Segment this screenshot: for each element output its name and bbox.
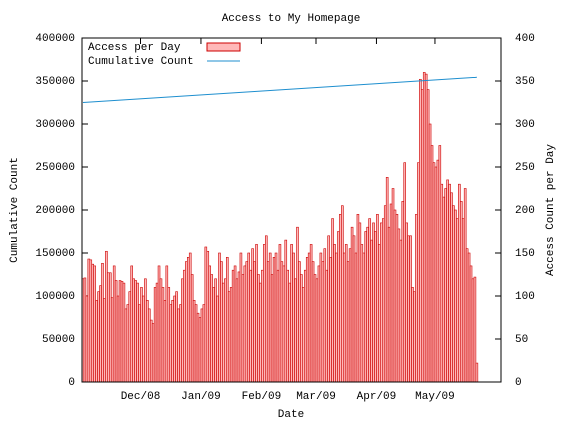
legend-swatch [206,42,241,52]
y-tick-label: 400000 [35,33,75,45]
y2-tick-label: 50 [515,334,528,346]
y-axis-label: Cumulative Count [9,157,21,263]
y-tick-label: 250000 [35,162,75,174]
legend-label: Access per Day [88,42,181,54]
y-tick-label: 150000 [35,248,75,260]
y2-axis-label: Access Count per Day [545,144,557,276]
y-tick-label: 50000 [42,334,75,346]
x-tick-label: Dec/08 [121,391,161,403]
y-tick-label: 350000 [35,76,75,88]
x-tick-label: Feb/09 [242,391,282,403]
y2-tick-label: 100 [515,291,535,303]
x-tick-label: May/09 [415,391,455,403]
y-tick-label: 200000 [35,205,75,217]
y2-tick-label: 300 [515,119,535,131]
y2-tick-label: 250 [515,162,535,174]
y-tick-label: 300000 [35,119,75,131]
y2-tick-label: 350 [515,76,535,88]
x-axis-label: Date [278,409,304,421]
y-tick-label: 0 [68,377,75,389]
y-tick-label: 100000 [35,291,75,303]
x-tick-label: Apr/09 [357,391,397,403]
chart-title: Access to My Homepage [222,13,361,25]
plot-border [81,37,502,383]
x-tick-label: Mar/09 [296,391,336,403]
y2-tick-label: 400 [515,33,535,45]
legend-label: Cumulative Count [88,56,194,68]
line [82,76,477,103]
y2-tick-label: 200 [515,205,535,217]
y2-tick-label: 0 [515,377,522,389]
bar [475,362,479,383]
y2-tick-label: 150 [515,248,535,260]
x-tick-label: Jan/09 [181,391,221,403]
